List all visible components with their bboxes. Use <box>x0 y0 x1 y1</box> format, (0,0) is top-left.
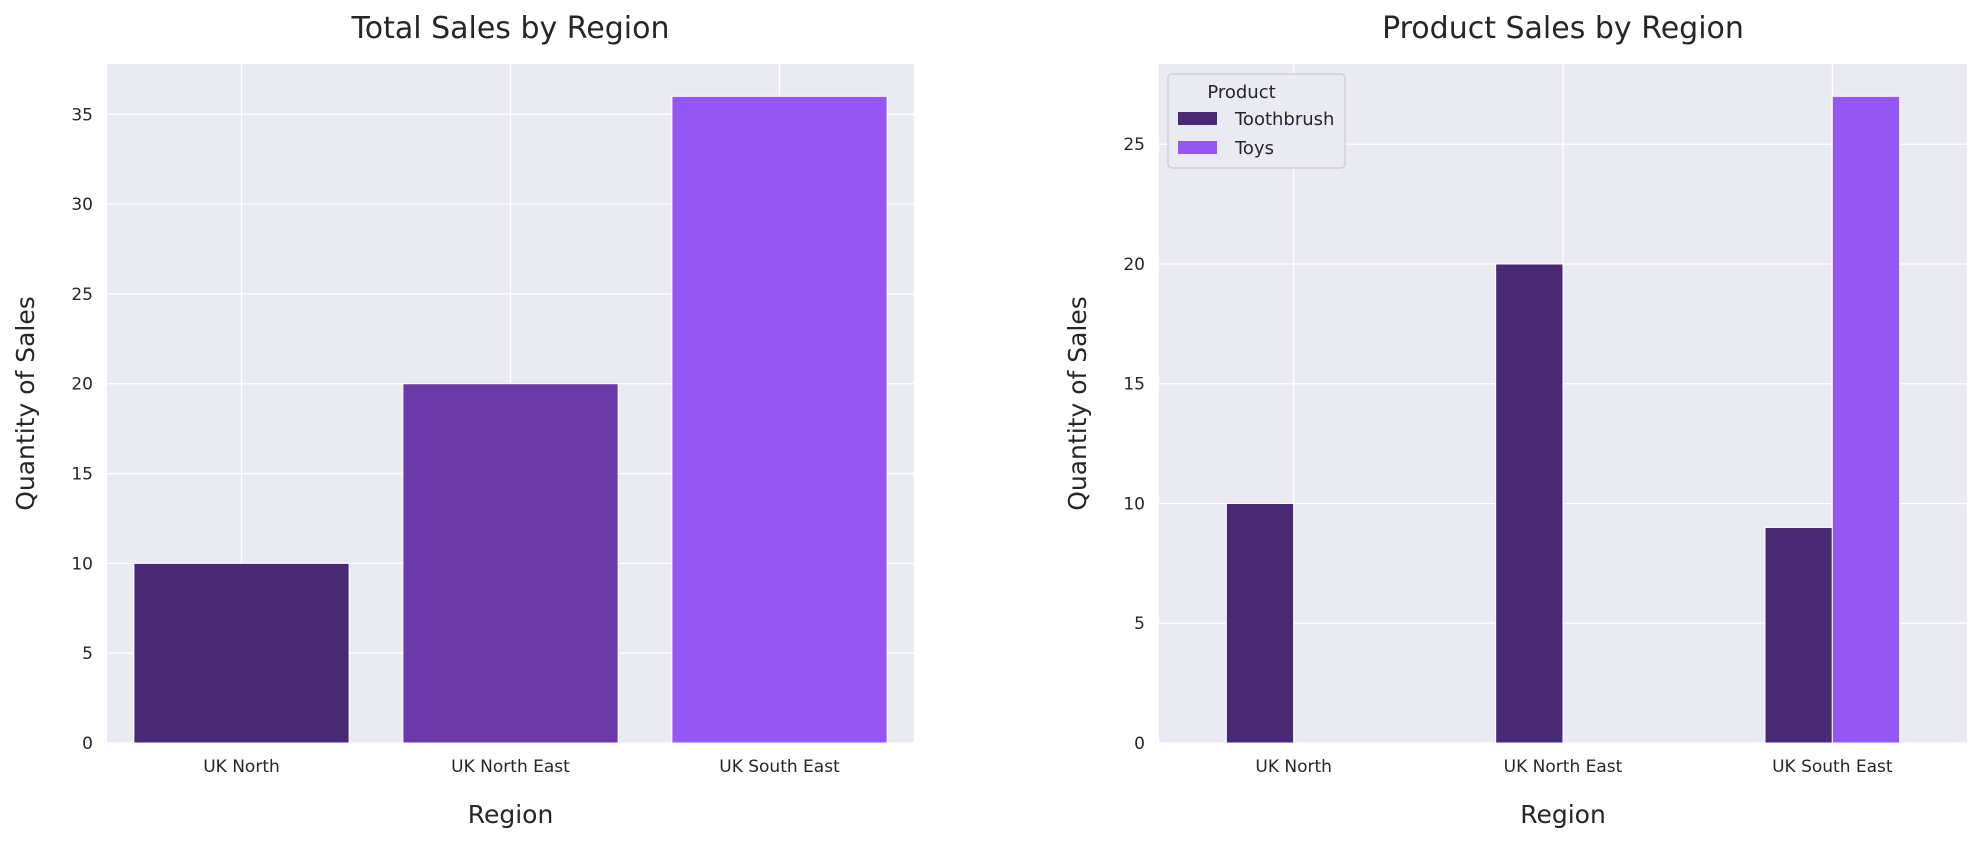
chart-title: Total Sales by Region <box>350 11 669 46</box>
y-tick-label: 20 <box>71 375 93 395</box>
legend-label: Toothbrush <box>1234 109 1334 130</box>
y-tick-label: 15 <box>1123 375 1145 395</box>
y-tick-label: 15 <box>71 465 93 485</box>
x-axis-label: Region <box>1520 800 1606 829</box>
y-tick-label: 25 <box>71 285 93 305</box>
x-tick-label: UK North <box>203 757 280 777</box>
bar-uk-north <box>133 562 350 744</box>
bar-uk-north-east <box>402 383 619 744</box>
legend: Product Toothbrush Toys <box>1167 73 1346 169</box>
y-tick-label: 10 <box>1123 494 1145 514</box>
bar-toothbrush-uk-north-east <box>1495 263 1564 744</box>
y-tick-label: 10 <box>71 554 93 574</box>
y-axis-label: Quantity of Sales <box>11 296 40 511</box>
y-tick-label: 0 <box>1134 734 1145 754</box>
bar-toys-uk-south-east <box>1831 95 1901 744</box>
x-tick-label: UK North East <box>1504 757 1623 777</box>
y-tick-label: 35 <box>71 105 93 125</box>
chart-2: 0 5 10 15 20 25 UK North UK North East UK South … <box>1063 11 1967 829</box>
y-tick-label: 25 <box>1123 135 1145 155</box>
y-tick-label: 30 <box>71 195 93 215</box>
y-tick-label: 20 <box>1123 255 1145 275</box>
legend-label: Toys <box>1234 138 1274 159</box>
x-tick-label: UK South East <box>719 757 840 777</box>
legend-title: Product <box>1207 82 1275 103</box>
y-tick-label: 5 <box>82 644 93 664</box>
y-tick-label: 0 <box>82 734 93 754</box>
x-axis-label: Region <box>468 800 554 829</box>
legend-swatch <box>1178 141 1217 154</box>
x-tick-label: UK North East <box>451 757 570 777</box>
x-tick-label: UK North <box>1255 757 1332 777</box>
chart-title: Product Sales by Region <box>1382 11 1744 46</box>
bar-uk-south-east <box>671 95 888 744</box>
bar-toothbrush-uk-north <box>1225 502 1295 744</box>
bar-toothbrush-uk-south-east <box>1764 526 1833 744</box>
legend-swatch <box>1178 112 1217 125</box>
y-axis-label: Quantity of Sales <box>1063 296 1092 511</box>
chart-1: 0 5 10 15 20 25 30 35 UK North UK North East UK So… <box>11 11 914 829</box>
x-tick-label: UK South East <box>1772 757 1893 777</box>
y-tick-label: 5 <box>1134 614 1145 634</box>
